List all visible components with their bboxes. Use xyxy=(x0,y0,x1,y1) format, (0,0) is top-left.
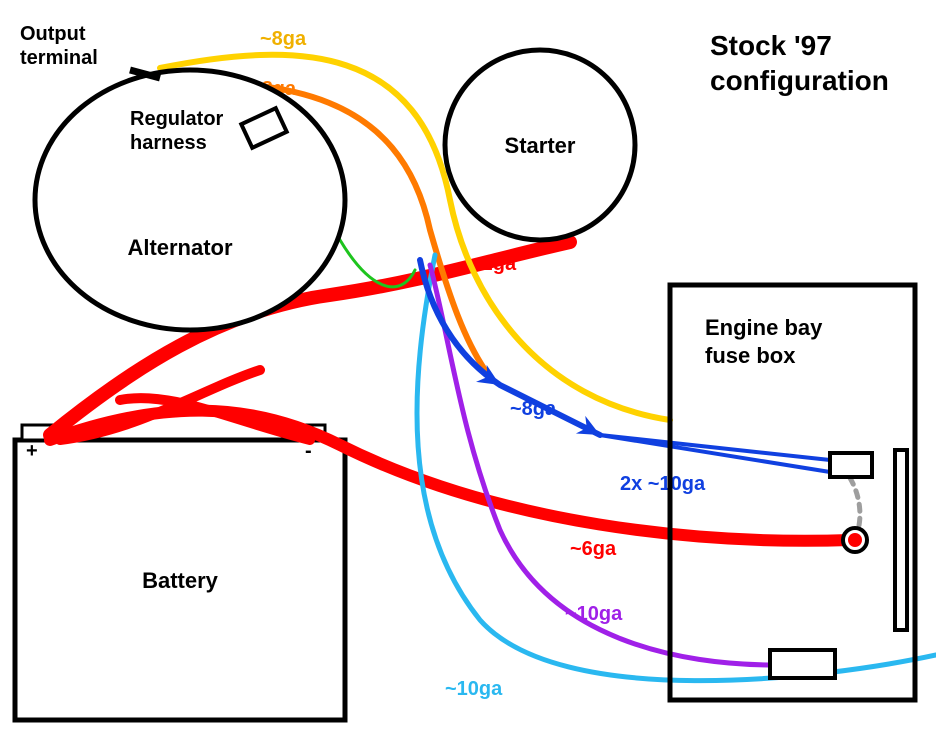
wire-blue-arrow xyxy=(576,416,605,444)
title-line-1: Stock '97 xyxy=(710,30,832,61)
wire-grey-dotted xyxy=(850,478,860,530)
fusebox-bottom-terminal xyxy=(770,650,835,678)
fusebox-top-terminal xyxy=(830,453,872,477)
battery-label: Battery xyxy=(142,568,219,593)
wire-cyan-10ga-label: ~10ga xyxy=(445,678,503,700)
alternator-label: Alternator xyxy=(127,235,233,260)
wire-red-6ga-end xyxy=(848,533,862,547)
fusebox-label-2: fuse box xyxy=(705,343,796,368)
output-terminal-label-2: terminal xyxy=(20,47,98,69)
wire-yellow-8ga-label: ~8ga xyxy=(260,28,307,50)
title-line-2: configuration xyxy=(710,65,889,96)
wire-purple-10ga-label: ~10ga xyxy=(565,603,623,625)
wire-blue-10ga-b-label: 2x ~10ga xyxy=(620,473,706,495)
wire-red-6ga-label: ~6ga xyxy=(570,538,617,560)
wire-red-2ga-label: ~2ga xyxy=(470,253,517,275)
wire-blue-8ga-label: ~8ga xyxy=(510,398,557,420)
regulator-harness-label-2: harness xyxy=(130,132,207,154)
regulator-harness-label-1: Regulator xyxy=(130,108,224,130)
fusebox-label-1: Engine bay xyxy=(705,315,823,340)
fusebox-side-bar xyxy=(895,450,907,630)
starter-label: Starter xyxy=(505,133,576,158)
output-terminal-label-1: Output xyxy=(20,23,86,45)
wire-blue-10ga-b xyxy=(600,435,830,472)
battery-pos-symbol: + xyxy=(26,440,38,462)
